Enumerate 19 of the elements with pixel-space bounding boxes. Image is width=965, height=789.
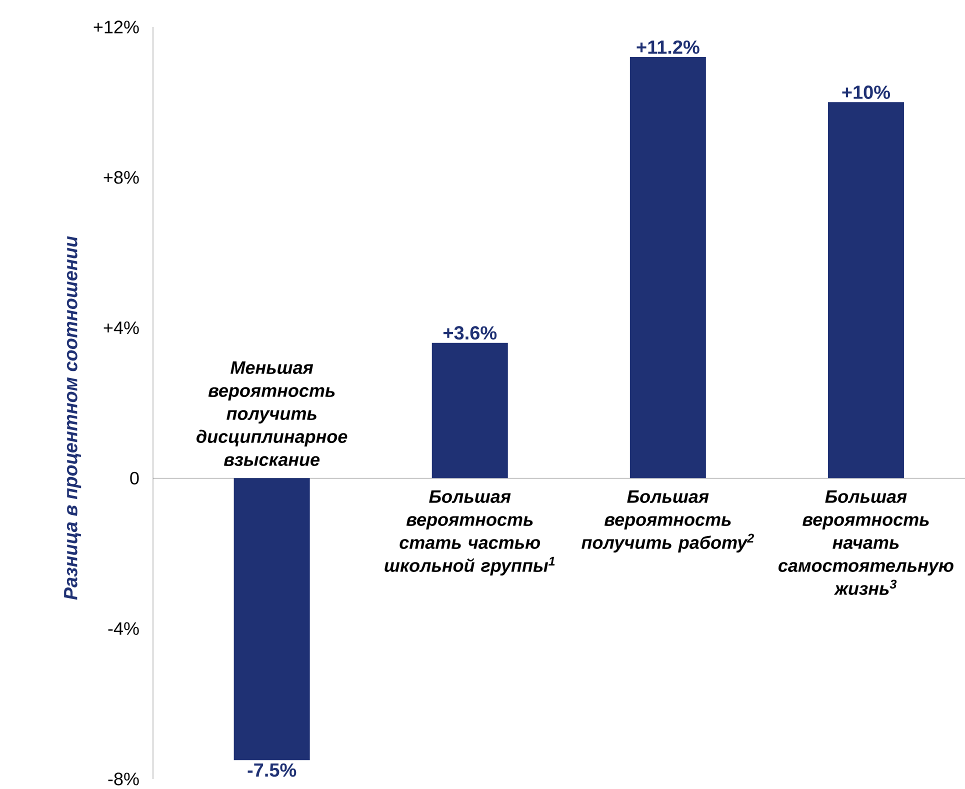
data-label: +3.6%: [443, 326, 497, 340]
data-label: -7.5%: [248, 763, 296, 777]
y-tick-label: +8%: [104, 171, 139, 184]
y-tick-label: 0: [130, 472, 139, 485]
y-tick-label: -8%: [108, 772, 139, 786]
y-axis-title: Разница в процентном соотношении: [64, 236, 82, 600]
data-label: +10%: [842, 86, 890, 99]
x-tick-label: Большая вероятность стать частью школьной группы$^{1}$: [384, 490, 555, 576]
x-tick-label: Меньшая вероятность получить дисциплинарное взыскание: [196, 361, 348, 466]
y-tick-label: +4%: [104, 321, 139, 334]
bar: [828, 102, 904, 478]
bar: [630, 57, 706, 478]
data-label: +11.2%: [636, 40, 700, 54]
bar: [432, 342, 508, 478]
y-tick-label: +12%: [94, 20, 139, 34]
bar: [234, 478, 310, 760]
y-tick-label: -4%: [108, 622, 139, 635]
x-tick-label: Большая вероятность получить работу$^{2}$: [582, 490, 754, 552]
x-tick-label: Большая вероятность начать самостоятельную жизнь$^{3}$: [778, 490, 954, 595]
